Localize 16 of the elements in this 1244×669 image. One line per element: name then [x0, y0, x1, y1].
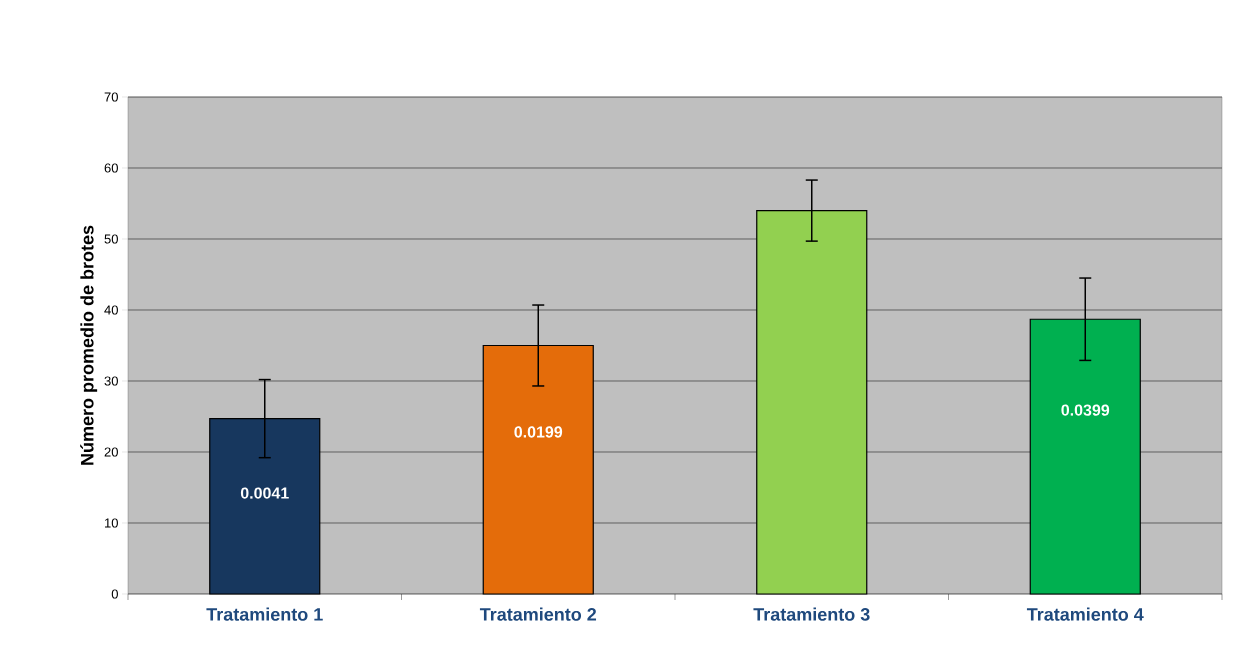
- y-tick-label: 50: [104, 234, 118, 244]
- x-tick-label: Tratamiento 3: [753, 607, 870, 621]
- annotation: 0.0041: [240, 487, 289, 499]
- y-tick-label: 30: [104, 376, 118, 386]
- x-tick-label: Tratamiento 4: [1026, 607, 1144, 621]
- y-tick-label: 70: [104, 92, 118, 102]
- y-tick-label: 10: [105, 518, 118, 528]
- y-tick-label: 0: [111, 589, 118, 599]
- x-tick-label: Tratamiento 1: [206, 607, 323, 621]
- y-tick-label: 40: [104, 305, 118, 315]
- y-tick-label: 20: [104, 447, 118, 457]
- annotation: 0.0199: [514, 426, 563, 438]
- y-axis-title: Número promedio de brotes: [80, 225, 98, 465]
- annotation: 0.0399: [1061, 404, 1110, 416]
- y-tick-label: 60: [104, 163, 118, 173]
- x-tick-label: Tratamiento 2: [479, 607, 597, 621]
